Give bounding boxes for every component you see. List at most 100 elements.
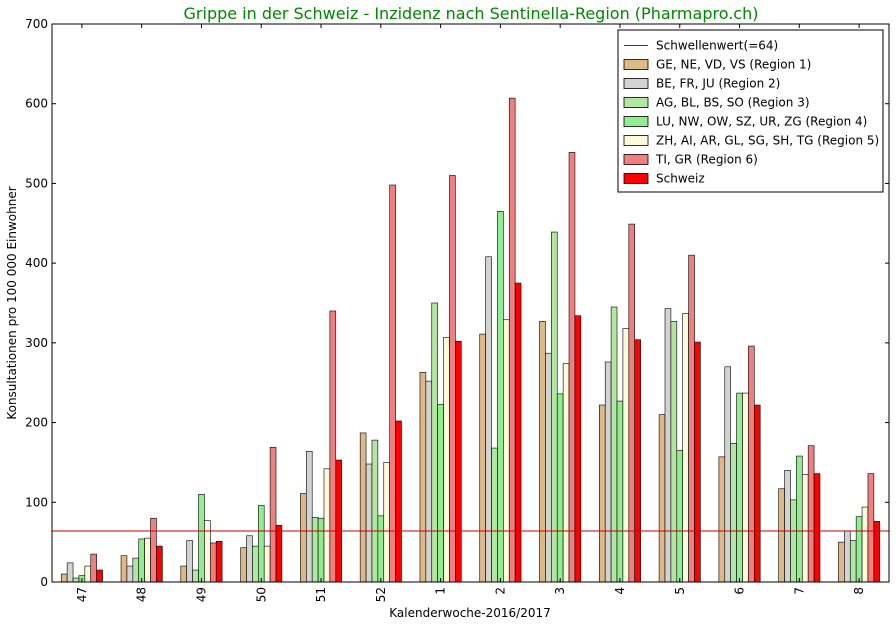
legend-label: ZH, AI, AR, GL, SG, SH, TG (Region 5): [656, 134, 879, 148]
legend-label: Schwellenwert(=64): [656, 39, 778, 53]
bar: [790, 499, 797, 583]
bar: [240, 547, 247, 583]
legend-label: BE, FR, JU (Region 2): [656, 77, 780, 91]
y-tick-label: 600: [25, 97, 48, 111]
bar: [120, 555, 128, 583]
x-tick-label: 8: [852, 587, 866, 595]
bar: [215, 541, 223, 583]
bar: [443, 336, 450, 583]
x-tick-label: 2: [493, 587, 507, 595]
y-tick-label: 100: [25, 495, 48, 509]
legend-swatch: [623, 154, 649, 165]
bar: [503, 319, 510, 583]
bar: [60, 573, 68, 583]
y-tick-label: 700: [25, 17, 48, 31]
bar: [204, 520, 211, 583]
bar: [556, 393, 564, 583]
bar: [838, 541, 845, 583]
bar: [150, 517, 157, 583]
bar: [742, 392, 749, 583]
x-tick-label: 6: [733, 587, 747, 595]
bar: [371, 439, 379, 583]
bar: [419, 372, 427, 583]
bar: [784, 470, 791, 583]
bar: [66, 562, 74, 583]
x-tick-label: 4: [613, 587, 627, 595]
bar: [252, 545, 259, 583]
bar: [329, 310, 337, 583]
x-tick-label: 49: [194, 587, 208, 602]
legend-swatch: [623, 173, 649, 184]
bar: [300, 493, 307, 583]
bar: [682, 313, 689, 583]
bar: [90, 553, 97, 583]
bar: [305, 450, 313, 583]
bar: [132, 557, 140, 583]
legend-label: GE, NE, VD, VS (Region 1): [656, 58, 811, 72]
bar: [676, 450, 683, 583]
bar: [562, 363, 570, 583]
x-tick-label: 48: [135, 587, 149, 602]
bar: [425, 380, 433, 583]
bar: [688, 254, 695, 583]
bar: [508, 97, 516, 583]
bar: [568, 152, 576, 583]
bar: [317, 517, 325, 583]
legend-label: Schweiz: [656, 172, 705, 186]
bar: [796, 455, 803, 583]
bar: [539, 321, 546, 583]
legend-box: [617, 29, 884, 193]
bar: [634, 339, 641, 583]
bar: [192, 569, 199, 583]
bar: [156, 545, 163, 583]
bar: [545, 352, 552, 583]
bar: [514, 282, 522, 583]
bar: [186, 540, 193, 583]
bar: [724, 366, 731, 583]
bar: [257, 505, 265, 583]
bar: [275, 525, 283, 583]
bar: [753, 404, 761, 583]
legend-swatch: [623, 59, 649, 70]
bar: [491, 447, 498, 583]
y-tick-label: 200: [25, 416, 48, 430]
legend-swatch: [623, 135, 649, 146]
bar: [72, 577, 80, 583]
bar: [551, 231, 558, 583]
y-axis-label: Konsultationen pro 100 000 Einwohner: [5, 186, 19, 419]
bar: [455, 340, 462, 583]
bar: [485, 256, 492, 583]
bar: [616, 400, 624, 583]
x-tick-label: 1: [434, 587, 448, 595]
plot-area: 0 100 200 300 400 500 600 700 47 48 49 50 51 52 1 2 3 4 5 6…: [25, 17, 890, 602]
bar: [718, 456, 726, 583]
bar: [263, 545, 271, 583]
bar: [138, 538, 145, 583]
x-tick-label: 5: [673, 587, 687, 595]
bar: [395, 420, 402, 583]
bar: [365, 463, 373, 583]
bar: [449, 175, 456, 583]
bar: [311, 517, 319, 583]
x-axis-label: Kalenderwoche-2016/2017: [389, 606, 550, 620]
bar: [574, 315, 582, 583]
bar: [813, 473, 821, 583]
bar: [694, 341, 701, 583]
y-tick-label: 0: [40, 575, 48, 589]
chart-title: Grippe in der Schweiz - Inzidenz nach Se…: [184, 4, 759, 23]
x-tick-label: 52: [374, 587, 388, 602]
bar: [801, 474, 809, 583]
bar: [664, 308, 672, 583]
legend-swatch: [623, 78, 649, 89]
bar: [628, 223, 636, 583]
bar: [849, 540, 857, 583]
x-tick-label: 50: [254, 587, 268, 602]
y-tick-label: 500: [25, 176, 48, 190]
bar: [867, 473, 875, 583]
x-tick-label: 51: [314, 587, 328, 602]
bar: [497, 211, 504, 583]
bar: [748, 345, 755, 583]
y-tick-label: 300: [25, 336, 48, 350]
bar: [807, 445, 815, 583]
